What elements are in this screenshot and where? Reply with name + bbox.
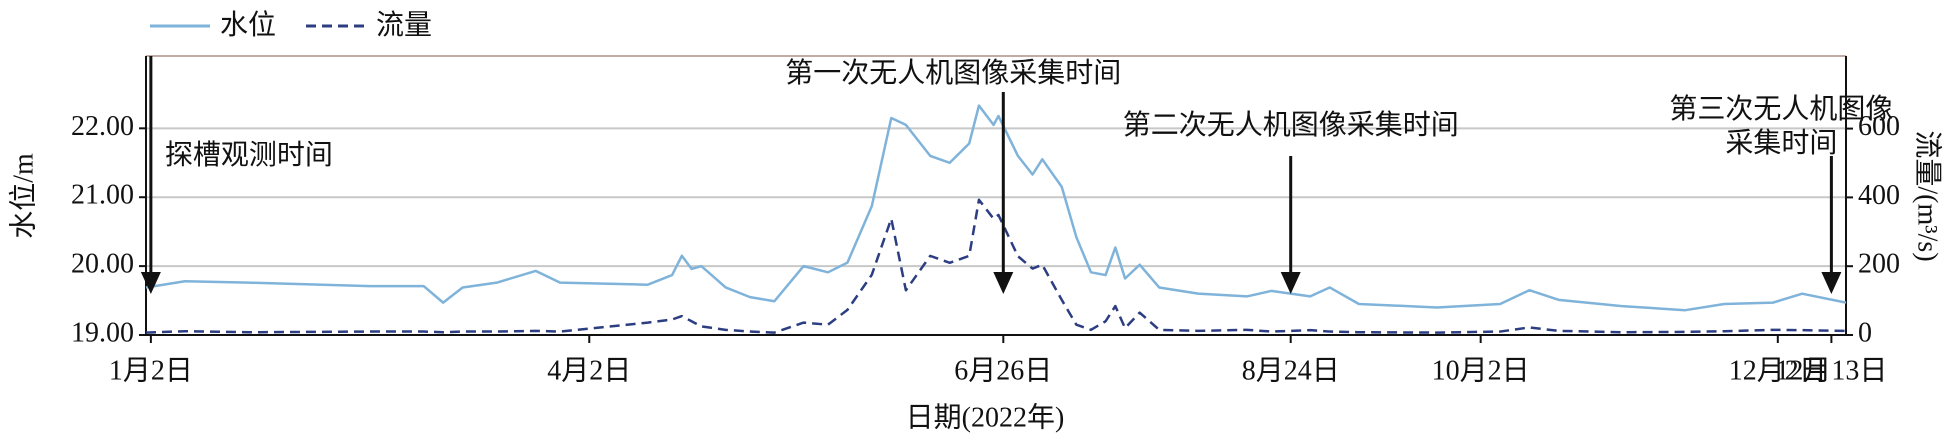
annotation-arrowhead [1821,272,1842,294]
annotation-text: 第三次无人机图像 [1669,92,1893,125]
annotation-text: 探槽观测时间 [165,138,333,171]
legend-label: 流量 [376,8,432,41]
y2-axis-label: 流量/(m³/s) [1912,130,1944,261]
legend-label: 水位 [220,8,276,41]
x-tick-label: 4月2日 [547,355,631,386]
y-axis-label: 水位/m [7,153,39,239]
x-tick-label: 12月13日 [1775,355,1887,386]
series-line [145,104,1847,312]
y-tick-label: 19.00 [71,317,134,348]
x-tick-label: 8月24日 [1242,355,1340,386]
y-tick-label: 20.00 [71,249,134,280]
annotation-text: 第二次无人机图像采集时间 [1123,108,1459,141]
series-line [145,198,1847,334]
y2-tick-label: 200 [1858,249,1900,280]
y2-tick-label: 400 [1858,180,1900,211]
y-tick-label: 21.00 [71,180,134,211]
y-tick-label: 22.00 [71,111,134,142]
annotation-text: 第一次无人机图像采集时间 [785,56,1121,89]
x-axis-label: 日期(2022年) [906,401,1065,433]
y2-tick-label: 600 [1858,111,1900,142]
annotation-arrowhead [1280,272,1301,294]
annotation-arrowhead [993,272,1014,294]
y2-tick-label: 0 [1858,317,1872,348]
x-tick-label: 12月2日 [1729,355,1827,386]
x-tick-label: 1月2日 [109,355,193,386]
annotation-arrowhead [140,272,161,294]
annotation-text: 采集时间 [1725,126,1837,159]
x-tick-label: 10月2日 [1432,355,1530,386]
x-tick-label: 6月26日 [954,355,1052,386]
